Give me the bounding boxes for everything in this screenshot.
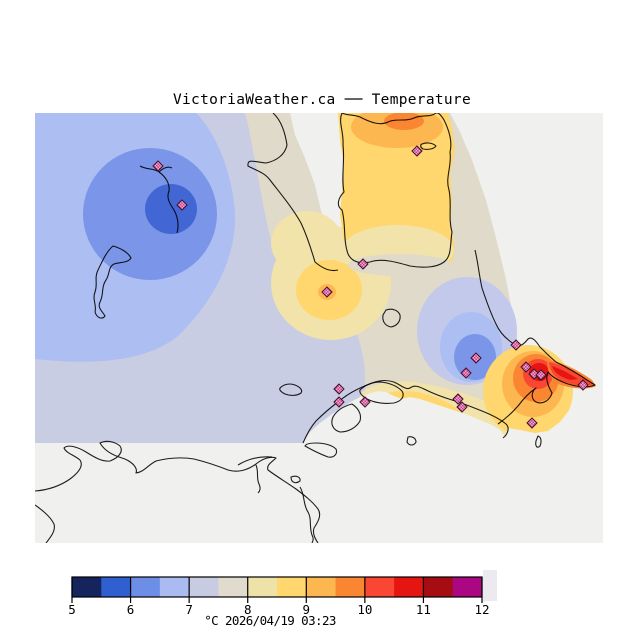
- station-marker-7[interactable]: [333, 396, 345, 408]
- coastline-sequim-bay: [255, 464, 261, 494]
- colorbar-segment-4: [159, 577, 190, 597]
- station-marker-15[interactable]: [528, 368, 540, 380]
- colorbar-unit-datetime: °C 2026/04/19 03:23: [204, 613, 336, 628]
- colorbar-segment-8: [277, 577, 307, 597]
- coastline-elk-lake: [382, 308, 401, 328]
- coastline-dungeness-spit: [237, 456, 273, 466]
- coastline-race-rocks-islet: [279, 383, 303, 396]
- field-region-peninsula-beige-base: [348, 254, 452, 276]
- station-marker-9[interactable]: [452, 393, 464, 405]
- colorbar-segment-7: [247, 577, 278, 597]
- coastline-protection-islet: [290, 475, 301, 484]
- coastline-layer: [35, 113, 596, 543]
- station-marker-1[interactable]: [152, 160, 164, 172]
- coastline-strait-islet: [406, 436, 417, 446]
- colorbar-segment-12: [394, 577, 424, 597]
- field-region-southeast-sea-gray: [505, 386, 603, 443]
- field-region-east-sea-gray: [450, 113, 603, 382]
- station-marker-2[interactable]: [176, 199, 188, 211]
- colorbar-segment-11: [364, 577, 395, 597]
- colorbar-tick-label-9: 9: [303, 602, 311, 617]
- station-marker-10[interactable]: [456, 401, 468, 413]
- station-marker-17[interactable]: [577, 379, 589, 391]
- coastline-sidney-islet: [420, 142, 437, 150]
- temperature-field-layer: [35, 113, 603, 443]
- coastline-olympic-north-coast: [35, 440, 321, 543]
- field-region-tail-red: [552, 366, 578, 380]
- field-region-saanich-inlet-gray: [290, 113, 356, 262]
- colorbar-tick-label-8: 8: [244, 602, 252, 617]
- colorbar-tick-label-5: 5: [68, 602, 76, 617]
- colorbar-segment-3: [130, 577, 161, 597]
- station-marker-5[interactable]: [357, 258, 369, 270]
- station-marker-12[interactable]: [460, 367, 472, 379]
- station-marker-14[interactable]: [520, 361, 532, 373]
- field-region-cold-core: [145, 184, 197, 234]
- colorbar-segment-10: [335, 577, 366, 597]
- colorbar-tick-label-10: 10: [357, 602, 372, 617]
- colorbar-tick-label-11: 11: [416, 602, 431, 617]
- station-marker-16[interactable]: [535, 369, 547, 381]
- colorbar-segment-2: [101, 577, 132, 597]
- coastline-olympic-west-coast: [35, 504, 55, 543]
- field-region-south-sea-gray: [303, 391, 505, 443]
- map-title: VictoriaWeather.ca ── Temperature: [173, 92, 471, 108]
- coastline-island-north-tip: [247, 113, 339, 272]
- coastline-shore-islet: [535, 435, 542, 448]
- coastline-island-east-coast: [474, 249, 596, 425]
- colorbar-segment-13: [423, 577, 454, 597]
- colorbar-segment-14: [452, 577, 483, 597]
- colorbar-tick-label-12: 12: [474, 602, 489, 617]
- station-marker-6[interactable]: [333, 383, 345, 395]
- coastline-east-sooke-lobe: [331, 403, 362, 433]
- coastline-discovery-bay: [299, 486, 314, 543]
- station-marker-layer: [152, 145, 589, 429]
- colorbar: 5 6 7 8 9 10 11 12: [68, 570, 497, 617]
- colorbar-segment-1: [72, 577, 102, 597]
- colorbar-segment-5: [189, 577, 219, 597]
- station-marker-13[interactable]: [510, 339, 522, 351]
- coastline-inland-lake-lower: [93, 245, 132, 319]
- coastline-saanich-peninsula: [337, 113, 453, 268]
- coastline-sooke-lake-spur: [158, 166, 173, 173]
- colorbar-tick-label-7: 7: [185, 602, 193, 617]
- station-marker-3[interactable]: [321, 286, 333, 298]
- field-region-peninsula-orange-core: [384, 113, 424, 130]
- station-marker-4[interactable]: [411, 145, 423, 157]
- station-marker-8[interactable]: [359, 396, 371, 408]
- colorbar-overflow-strip: [483, 570, 497, 601]
- coastline-metchosin-shore: [304, 442, 338, 458]
- colorbar-tick-label-6: 6: [127, 602, 135, 617]
- station-marker-18[interactable]: [526, 417, 538, 429]
- colorbar-segment-6: [218, 577, 249, 597]
- coastline-sooke-lake-chain: [139, 165, 179, 234]
- station-marker-11[interactable]: [470, 352, 482, 364]
- colorbar-segment-9: [306, 577, 337, 597]
